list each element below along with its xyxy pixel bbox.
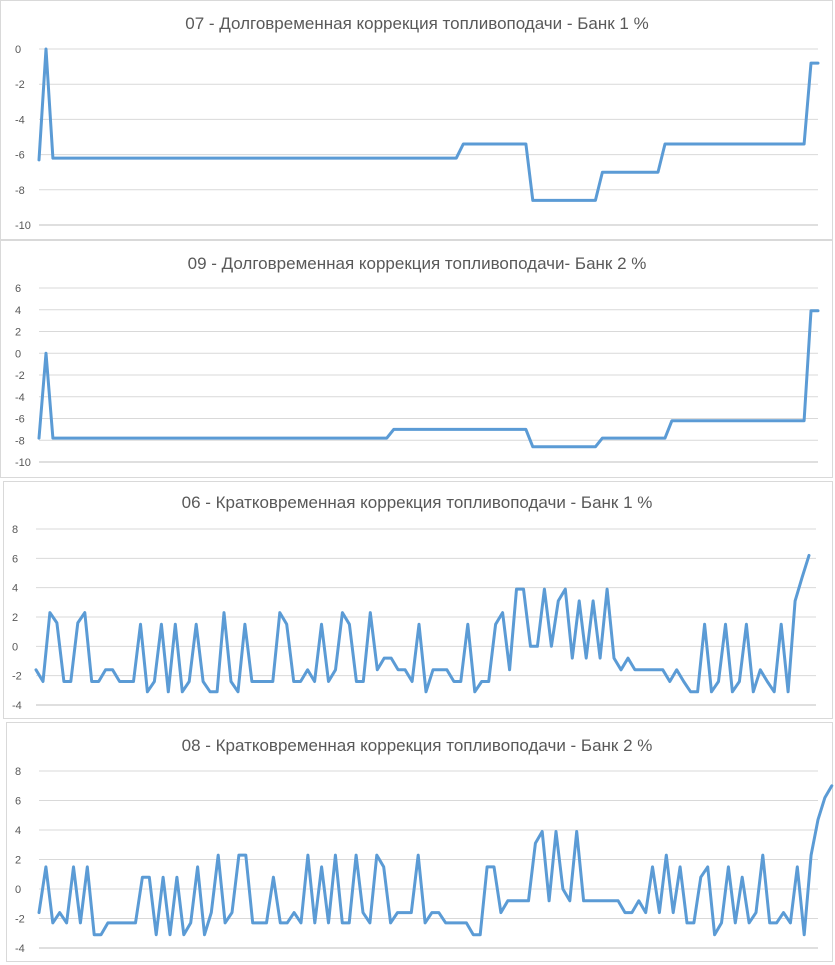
chart-title: 06 - Кратковременная коррекция топливопо… — [182, 493, 653, 512]
chart-svg-1: 09 - Долговременная коррекция топливопод… — [15, 254, 820, 469]
y-tick-label: 4 — [15, 305, 21, 317]
series-line — [34, 553, 811, 694]
y-tick-label: -2 — [15, 79, 25, 91]
chart-svg-0: 07 - Долговременная коррекция топливопод… — [15, 14, 820, 232]
y-tick-label: 8 — [12, 524, 18, 536]
y-tick-label: -6 — [15, 414, 25, 426]
y-tick-label: -6 — [15, 150, 25, 162]
y-tick-label: -8 — [15, 435, 25, 447]
chart-panel-ltft-bank2: 09 - Долговременная коррекция топливопод… — [0, 240, 833, 478]
y-tick-label: 0 — [12, 641, 18, 653]
chart-svg-3: 08 - Кратковременная коррекция топливопо… — [15, 736, 834, 955]
chart-title: 09 - Долговременная коррекция топливопод… — [188, 254, 647, 273]
chart-svg-2: 06 - Кратковременная коррекция топливопо… — [12, 493, 816, 712]
y-tick-label: -8 — [15, 185, 25, 197]
chart-title: 08 - Кратковременная коррекция топливопо… — [182, 736, 653, 755]
y-tick-label: 0 — [15, 348, 21, 360]
y-tick-label: -4 — [15, 943, 25, 955]
y-tick-label: -4 — [12, 700, 22, 712]
series-line — [37, 47, 820, 202]
y-tick-label: 2 — [15, 855, 21, 867]
y-tick-label: 4 — [15, 825, 21, 837]
chart-panel-stft-bank1: 06 - Кратковременная коррекция топливопо… — [3, 481, 833, 719]
y-tick-label: -4 — [15, 392, 25, 404]
y-tick-label: -2 — [15, 914, 25, 926]
y-tick-label: 8 — [15, 766, 21, 778]
y-tick-label: 0 — [15, 884, 21, 896]
chart-title: 07 - Долговременная коррекция топливопод… — [185, 14, 648, 33]
y-tick-label: 6 — [15, 796, 21, 808]
y-tick-label: 4 — [12, 583, 18, 595]
y-tick-label: 6 — [15, 283, 21, 295]
y-tick-label: 6 — [12, 553, 18, 565]
y-tick-label: 2 — [12, 612, 18, 624]
y-tick-label: 0 — [15, 44, 21, 56]
y-tick-label: -2 — [15, 370, 25, 382]
series-line — [37, 784, 834, 937]
chart-panel-stft-bank2: 08 - Кратковременная коррекция топливопо… — [6, 722, 834, 962]
series-line — [37, 309, 820, 449]
y-tick-label: -2 — [12, 671, 22, 683]
y-tick-label: -10 — [15, 457, 31, 469]
y-tick-label: 2 — [15, 327, 21, 339]
y-tick-label: -10 — [15, 220, 31, 232]
chart-panel-ltft-bank1: 07 - Долговременная коррекция топливопод… — [0, 0, 833, 240]
y-tick-label: -4 — [15, 114, 25, 126]
